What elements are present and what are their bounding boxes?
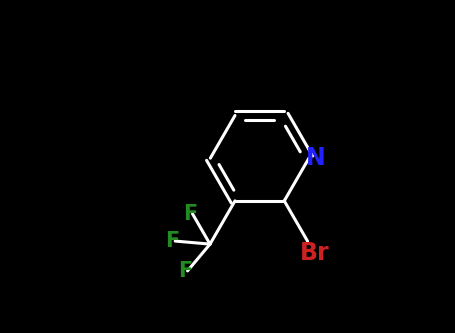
Text: Br: Br (299, 241, 329, 265)
Text: F: F (165, 231, 179, 251)
Text: N: N (306, 146, 325, 170)
Text: F: F (177, 261, 192, 281)
Text: F: F (182, 204, 197, 224)
